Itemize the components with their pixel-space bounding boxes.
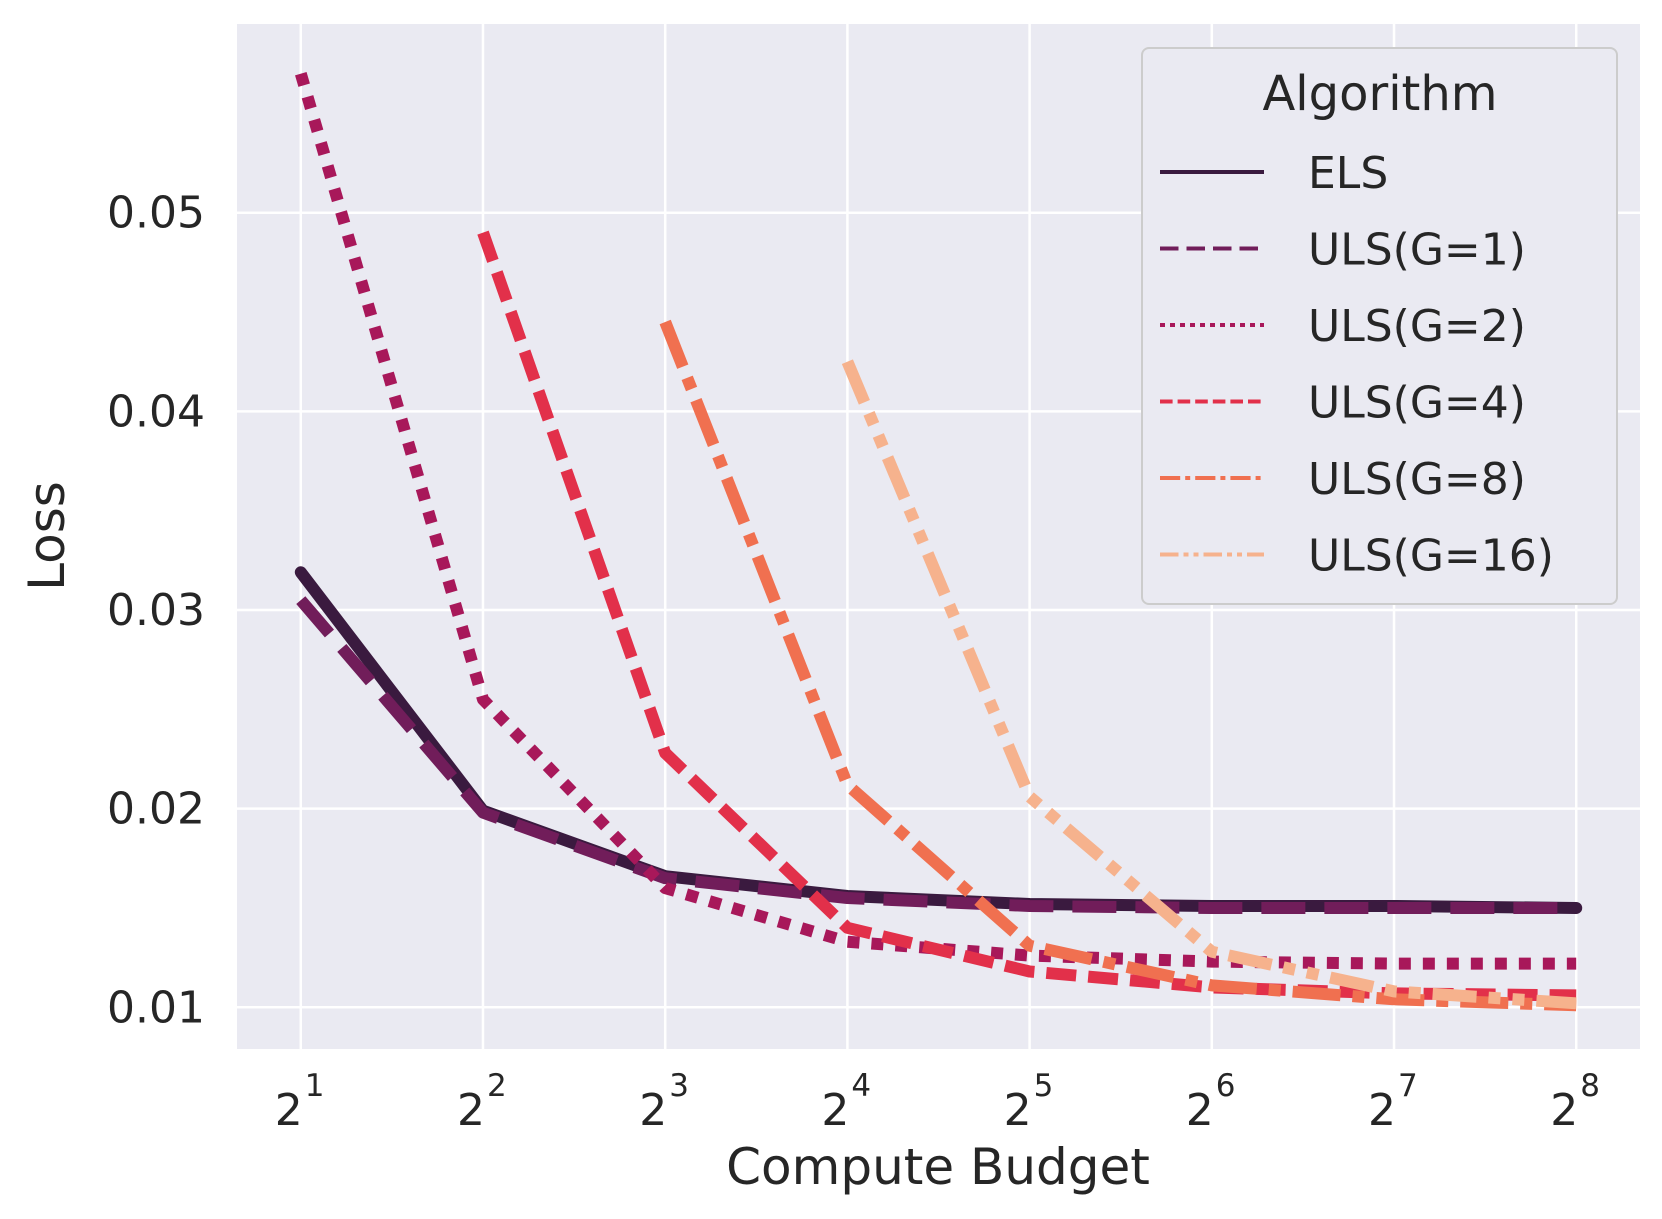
x-tick-exponent: 8 xyxy=(1580,1068,1600,1104)
y-tick-label: 0.01 xyxy=(107,982,205,1033)
y-tick-label: 0.04 xyxy=(107,386,205,437)
legend-title: Algorithm xyxy=(1262,66,1497,122)
x-tick-base: 2 xyxy=(457,1085,485,1136)
legend-box xyxy=(1141,47,1618,605)
y-tick-label: 0.02 xyxy=(107,784,205,835)
x-tick-exponent: 6 xyxy=(1216,1068,1236,1104)
y-tick-label: 0.03 xyxy=(107,585,205,636)
y-tick-label: 0.05 xyxy=(107,188,205,239)
x-tick-exponent: 5 xyxy=(1034,1068,1054,1104)
x-tick-base: 2 xyxy=(821,1085,849,1136)
x-tick-base: 2 xyxy=(1186,1085,1214,1136)
x-axis-title: Compute Budget xyxy=(726,1138,1150,1196)
legend-items: ELS ULS(G=1) ULS(G=2) ULS(G=4) ULS(G=8) ULS(G… xyxy=(1160,148,1554,582)
x-tick-base: 2 xyxy=(275,1085,303,1136)
x-tick-base: 2 xyxy=(1004,1085,1032,1136)
legend-entry: ULS(G=4) xyxy=(1160,378,1526,429)
x-tick-base: 2 xyxy=(1550,1085,1578,1136)
x-tick-exponent: 7 xyxy=(1398,1068,1418,1104)
legend-label: ULS(G=16) xyxy=(1308,531,1554,582)
legend: Algorithm ELS ULS(G=1) ULS(G=2) ULS(G=4) ULS… xyxy=(1141,47,1618,605)
legend-label: ELS xyxy=(1308,148,1388,199)
x-tick-exponent: 2 xyxy=(487,1068,507,1104)
x-tick-base: 2 xyxy=(639,1085,667,1136)
legend-entry: ULS(G=8) xyxy=(1160,454,1526,505)
y-axis-title: Loss xyxy=(18,481,76,591)
series-line-uls-g-16 xyxy=(841,359,1577,1010)
x-tick-exponent: 3 xyxy=(669,1068,689,1104)
x-tick-exponent: 4 xyxy=(851,1068,871,1104)
legend-entry: ELS xyxy=(1160,148,1388,199)
legend-entry: ULS(G=1) xyxy=(1160,225,1526,276)
series-lines xyxy=(294,72,1583,1012)
legend-label: ULS(G=1) xyxy=(1308,225,1526,276)
series-line-uls-g-1 xyxy=(296,596,1577,914)
legend-entry: ULS(G=2) xyxy=(1160,301,1526,352)
y-axis-ticks: 0.01 0.02 0.03 0.04 0.05 xyxy=(107,188,205,1034)
legend-entry: ULS(G=16) xyxy=(1160,531,1554,582)
x-tick-base: 2 xyxy=(1368,1085,1396,1136)
legend-label: ULS(G=4) xyxy=(1308,378,1526,429)
x-tick-exponent: 1 xyxy=(305,1068,325,1104)
legend-label: ULS(G=2) xyxy=(1308,301,1526,352)
legend-label: ULS(G=8) xyxy=(1308,454,1526,505)
